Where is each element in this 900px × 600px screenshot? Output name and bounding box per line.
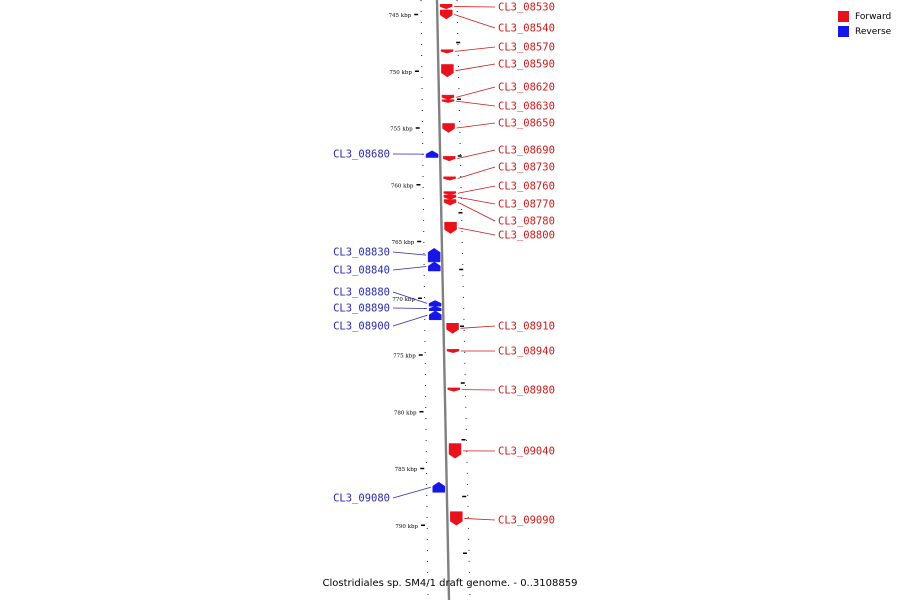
gene-arrow-cl3-09040[interactable]	[448, 443, 462, 459]
legend-item-forward[interactable]: Forward	[838, 9, 891, 24]
gene-arrow-cl3-08910[interactable]	[446, 322, 459, 334]
gene-label-cl3-08890[interactable]: CL3_08890	[333, 303, 390, 315]
gene-arrow-cl3-08590[interactable]	[441, 64, 454, 78]
gene-leader-line	[392, 314, 428, 327]
gene-leader-line	[457, 201, 496, 222]
reverse-swatch	[838, 26, 849, 37]
axis-tick-label: 790 kbp	[395, 524, 418, 530]
gene-arrow-cl3-08570[interactable]	[440, 49, 454, 54]
gene-arrow-cl3-08540[interactable]	[440, 9, 453, 20]
gene-label-cl3-08770[interactable]: CL3_08770	[498, 199, 555, 211]
gene-label-cl3-08730[interactable]: CL3_08730	[498, 162, 555, 174]
gene-arrow-cl3-09080[interactable]	[432, 481, 445, 493]
gene-arrow-cl3-08690[interactable]	[442, 156, 456, 162]
gene-labels[interactable]: CL3_08530 CL3_08540 CL3_08570 CL3_08590 CL3_…	[333, 2, 555, 527]
axis-tick-label: 750 kbp	[389, 70, 412, 76]
gene-label-cl3-08680[interactable]: CL3_08680	[333, 149, 390, 161]
gene-arrow-cl3-08780[interactable]	[443, 199, 457, 206]
gene-label-cl3-08840[interactable]: CL3_08840	[333, 265, 390, 277]
axis-tick-label: 755 kbp	[390, 127, 413, 133]
axis-ticks: 745 kbp 750 kbp 755 kbp 760 kbp 765 kbp 770 k…	[389, 0, 471, 600]
gene-leader-line	[454, 46, 496, 52]
gene-leader-line	[455, 63, 496, 72]
gene-leader-line	[457, 166, 496, 179]
gene-label-cl3-08780[interactable]: CL3_08780	[498, 216, 555, 228]
left-dotted-rail	[420, 0, 429, 600]
gene-arrow-cl3-08650[interactable]	[442, 123, 455, 133]
gene-arrow-cl3-08900[interactable]	[429, 310, 442, 321]
gene-arrow-cl3-08840[interactable]	[428, 261, 441, 272]
genome-backbone-line	[435, 0, 451, 600]
gene-label-cl3-08980[interactable]: CL3_08980	[498, 385, 555, 397]
gene-arrow-cl3-08770[interactable]	[443, 194, 457, 200]
gene-arrow-cl3-08880[interactable]	[428, 300, 442, 307]
axis-tick-label: 780 kbp	[394, 410, 417, 416]
axis-tick-label: 765 kbp	[392, 240, 415, 246]
gene-leader-line	[457, 185, 496, 194]
gene-arrow-cl3-08800[interactable]	[444, 221, 457, 234]
gene-label-cl3-08620[interactable]: CL3_08620	[498, 82, 555, 94]
forward-swatch	[838, 11, 849, 22]
gene-label-cl3-09080[interactable]: CL3_09080	[333, 493, 390, 505]
gene-leader-line	[458, 227, 496, 236]
gene-leader-line	[392, 251, 427, 256]
gene-label-cl3-08800[interactable]: CL3_08800	[498, 230, 555, 242]
gene-arrow-cl3-08890[interactable]	[428, 305, 442, 311]
gene-leader-line	[455, 86, 496, 98]
gene-features[interactable]	[425, 4, 463, 526]
axis-tick-label: 770 kbp	[392, 297, 415, 303]
gene-arrow-cl3-08680[interactable]	[425, 150, 439, 158]
axis-tick-label: 785 kbp	[395, 467, 418, 473]
gene-arrow-cl3-08830[interactable]	[427, 248, 441, 263]
gene-label-cl3-09040[interactable]: CL3_09040	[498, 446, 555, 458]
axis-tick-label: 745 kbp	[389, 13, 412, 19]
gene-arrow-cl3-08940[interactable]	[446, 349, 460, 353]
gene-label-cl3-08760[interactable]: CL3_08760	[498, 181, 555, 193]
gene-label-cl3-08650[interactable]: CL3_08650	[498, 118, 555, 130]
gene-label-cl3-08570[interactable]: CL3_08570	[498, 42, 555, 54]
gene-label-cl3-08830[interactable]: CL3_08830	[333, 247, 390, 259]
gene-leader-line	[457, 149, 496, 160]
gene-arrow-cl3-08530[interactable]	[439, 4, 453, 10]
gene-leader-line	[392, 486, 431, 499]
gene-label-cl3-08880[interactable]: CL3_08880	[333, 287, 390, 299]
gene-leader-line	[457, 196, 496, 205]
gene-arrow-cl3-08730[interactable]	[443, 176, 456, 181]
legend-item-reverse[interactable]: Reverse	[838, 24, 891, 39]
right-dotted-rail	[456, 0, 471, 600]
gene-arrow-cl3-09090[interactable]	[450, 511, 463, 526]
gene-arrow-cl3-08620[interactable]	[441, 94, 455, 100]
gene-label-cl3-08940[interactable]: CL3_08940	[498, 346, 555, 358]
gene-leader-line	[455, 100, 496, 107]
gene-label-cl3-08590[interactable]: CL3_08590	[498, 59, 555, 71]
gene-leader-line	[460, 325, 496, 329]
gene-label-cl3-08630[interactable]: CL3_08630	[498, 101, 555, 113]
strand-legend: Forward Reverse	[838, 9, 891, 39]
gene-arrow-cl3-08980[interactable]	[447, 387, 461, 392]
gene-label-cl3-08900[interactable]: CL3_08900	[333, 321, 390, 333]
gene-label-cl3-08530[interactable]: CL3_08530	[498, 2, 555, 14]
gene-label-cl3-09090[interactable]: CL3_09090	[498, 515, 555, 527]
gene-label-cl3-08690[interactable]: CL3_08690	[498, 145, 555, 157]
gene-label-cl3-08540[interactable]: CL3_08540	[498, 23, 555, 35]
legend-label-reverse: Reverse	[855, 26, 892, 37]
gene-leader-line	[392, 266, 427, 271]
axis-tick-label: 760 kbp	[391, 183, 414, 189]
axis-tick-label: 775 kbp	[393, 354, 416, 360]
gene-leader-line	[464, 518, 496, 521]
gene-arrow-cl3-08630[interactable]	[441, 99, 455, 103]
legend-label-forward: Forward	[855, 11, 892, 22]
gene-label-cl3-08910[interactable]: CL3_08910	[498, 321, 555, 333]
gene-leader-line	[392, 291, 428, 304]
genome-caption: Clostridiales sp. SM4/1 draft genome. - …	[322, 578, 578, 589]
gene-leader-line	[456, 122, 496, 129]
gene-leader-line	[454, 14, 496, 29]
gene-arrow-cl3-08760[interactable]	[443, 191, 457, 196]
